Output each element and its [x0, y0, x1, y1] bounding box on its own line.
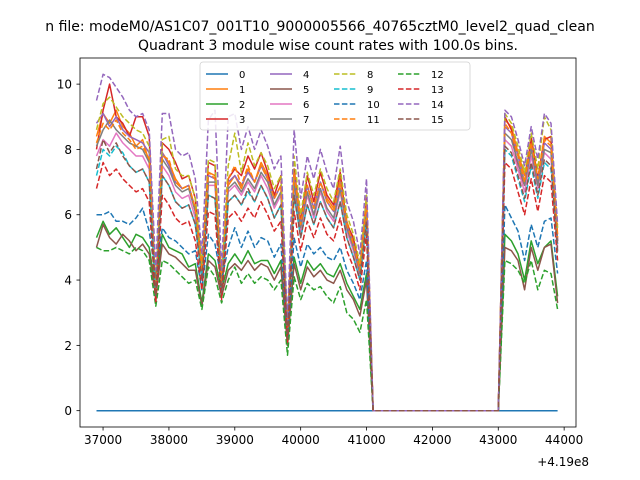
figure-suptitle: n file: modeM0/AS1C07_001T10_9000005566_… [45, 19, 594, 35]
series-line-5 [95, 223, 559, 412]
legend-label-7: 7 [303, 115, 309, 126]
series-line-14 [95, 73, 559, 412]
x-tick-label: 40000 [282, 433, 320, 447]
y-tick-label: 4 [64, 274, 72, 288]
x-tick-label: 41000 [347, 433, 385, 447]
legend-label-8: 8 [367, 70, 373, 81]
series-line-10 [96, 204, 559, 412]
chart-title: Quadrant 3 module wise count rates with … [138, 38, 518, 54]
series-line-1 [95, 109, 559, 412]
plot-area [95, 73, 559, 412]
legend-label-11: 11 [367, 115, 380, 126]
y-tick-label: 10 [57, 78, 72, 92]
x-axis-offset-label: +4.19e8 [537, 455, 589, 469]
axes: 37000 38000 39000 40000 41000 42000 43000 44000… [57, 57, 583, 447]
series-line-7 [95, 119, 559, 412]
legend-label-13: 13 [431, 85, 444, 96]
y-tick-label: 0 [64, 404, 72, 418]
legend-label-5: 5 [303, 85, 309, 96]
legend-label-0: 0 [239, 70, 245, 81]
series-line-15 [95, 138, 559, 412]
axes-frame [79, 57, 577, 428]
x-tick-label: 42000 [413, 433, 451, 447]
x-tick-label: 38000 [150, 433, 188, 447]
y-tick-label: 6 [64, 208, 72, 222]
legend-label-14: 14 [431, 100, 444, 111]
x-tick-label: 44000 [545, 433, 583, 447]
series-line-6 [95, 132, 559, 412]
legend-label-2: 2 [239, 100, 245, 111]
legend-label-4: 4 [303, 70, 309, 81]
series-line-12 [96, 246, 559, 412]
x-tick-label: 39000 [216, 433, 254, 447]
legend-label-15: 15 [431, 115, 444, 126]
legend-box [199, 61, 471, 131]
legend-label-12: 12 [431, 70, 444, 81]
x-tick-label: 43000 [479, 433, 517, 447]
legend-label-3: 3 [239, 115, 245, 126]
series-line-3 [95, 83, 559, 412]
legend-label-10: 10 [367, 100, 380, 111]
x-tick-label: 37000 [84, 433, 122, 447]
y-tick-label: 8 [64, 143, 72, 157]
legend-label-9: 9 [367, 85, 373, 96]
legend-label-1: 1 [239, 85, 245, 96]
series-line-9 [95, 145, 559, 412]
series-line-8 [95, 96, 559, 412]
y-tick-label: 2 [64, 339, 72, 353]
legend-label-6: 6 [303, 100, 309, 111]
